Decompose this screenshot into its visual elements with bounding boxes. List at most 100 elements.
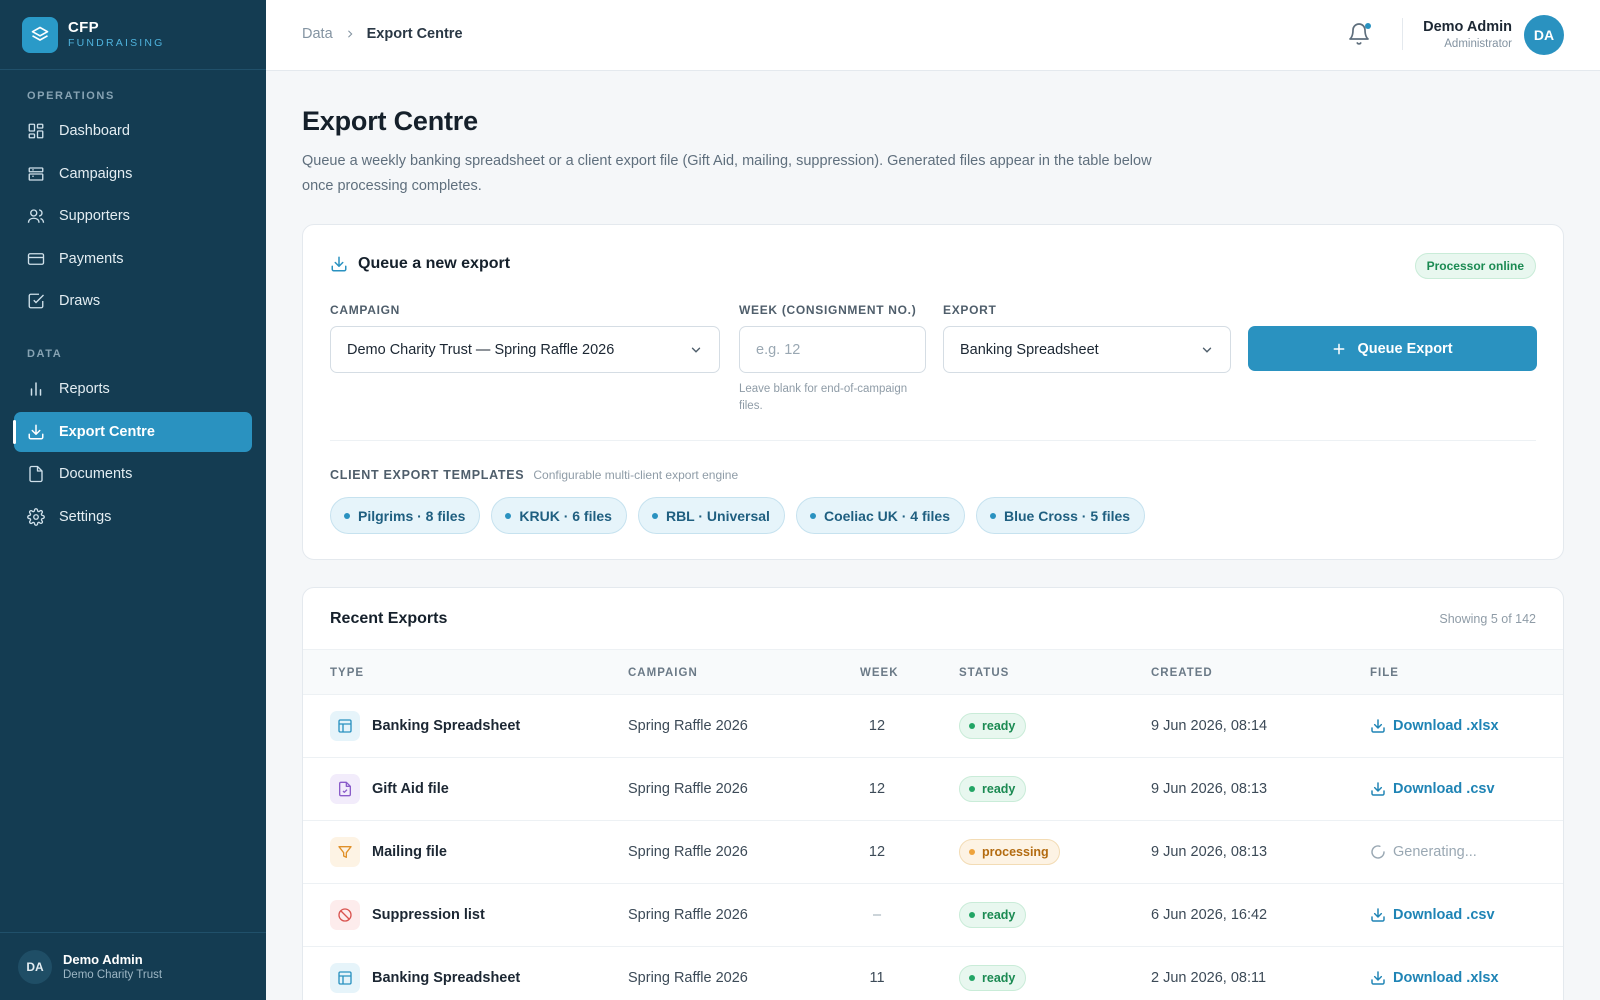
- sidebar-item-label: Campaigns: [59, 165, 133, 182]
- brand[interactable]: CFP FUNDRAISING: [0, 0, 266, 70]
- chip-dot: [344, 512, 350, 519]
- ban-icon: [330, 900, 360, 930]
- chip-dot: [809, 512, 816, 519]
- export-select-value: Banking Spreadsheet: [960, 341, 1099, 358]
- download-xlsx-link[interactable]: Download .xlsx: [1370, 695, 1499, 757]
- week-label: WEEK (CONSIGNMENT NO.): [739, 303, 917, 317]
- topbar: Data Export Centre Demo Admin Administra…: [266, 0, 1600, 71]
- week-field[interactable]: [739, 326, 926, 373]
- chip-label: Blue Cross · 5 files: [1004, 507, 1131, 524]
- campaign-label: CAMPAIGN: [330, 303, 401, 317]
- chip-label: Coeliac UK · 4 files: [823, 507, 950, 524]
- export-campaign: Spring Raffle 2026: [628, 781, 748, 797]
- export-campaign: Spring Raffle 2026: [628, 907, 748, 923]
- status-text: ready: [982, 719, 1016, 733]
- breadcrumb: Data Export Centre: [302, 26, 463, 42]
- status-badge: ready: [959, 713, 1027, 739]
- export-campaign: Spring Raffle 2026: [628, 718, 748, 734]
- nav-section-data: DATA: [27, 348, 63, 360]
- sidebar-item-dashboard[interactable]: Dashboard: [14, 111, 252, 151]
- recent-exports-count: Showing 5 of 142: [1439, 612, 1536, 626]
- export-created: 9 Jun 2026, 08:14: [1151, 718, 1268, 734]
- sidebar-item-settings[interactable]: Settings: [14, 497, 252, 537]
- chip-dot: [505, 512, 512, 519]
- export-campaign: Spring Raffle 2026: [628, 844, 748, 860]
- sidebar-item-label: Draws: [59, 293, 101, 309]
- download-icon: [1370, 970, 1386, 986]
- recent-exports-card: Recent Exports Showing 5 of 142 TYPE CAM…: [302, 587, 1564, 1000]
- template-chip-rbl[interactable]: RBL · Universal: [637, 497, 785, 534]
- download-label: Download .csv: [1393, 781, 1495, 797]
- status-dot: [969, 912, 975, 918]
- page-description: Queue a weekly banking spreadsheet or a …: [302, 153, 1152, 194]
- sidebar-item-payments[interactable]: Payments: [14, 239, 252, 279]
- download-icon: [1370, 907, 1386, 923]
- template-chip-kruk[interactable]: KRUK · 6 files: [491, 497, 627, 534]
- template-chip-coeliac-uk[interactable]: Coeliac UK · 4 files: [795, 497, 965, 534]
- export-week: 12: [868, 781, 886, 797]
- download-csv-link[interactable]: Download .csv: [1370, 758, 1495, 820]
- export-created: 2 Jun 2026, 08:11: [1151, 970, 1267, 986]
- table-row: Suppression list Spring Raffle 2026 – re…: [303, 884, 1563, 947]
- table-row: Gift Aid file Spring Raffle 2026 12 read…: [303, 758, 1563, 821]
- export-week: 12: [868, 844, 886, 860]
- avatar[interactable]: DA: [1524, 15, 1564, 55]
- template-chip-blue-cross[interactable]: Blue Cross · 5 files: [976, 497, 1146, 534]
- status-badge: processing: [959, 839, 1060, 865]
- download-label: Download .xlsx: [1393, 970, 1499, 986]
- status-dot: [969, 975, 975, 981]
- spinner-icon: [1370, 844, 1386, 860]
- chevron-down-icon: [689, 343, 703, 357]
- export-week: 12: [868, 718, 886, 734]
- gear-icon: [27, 507, 45, 526]
- table-header: TYPE CAMPAIGN WEEK STATUS CREATED FILE: [303, 649, 1563, 695]
- export-type: Suppression list: [372, 907, 485, 923]
- export-type: Gift Aid file: [372, 781, 449, 797]
- sidebar-item-campaigns[interactable]: Campaigns: [14, 154, 252, 194]
- status-text: processing: [982, 845, 1049, 859]
- export-created: 9 Jun 2026, 08:13: [1151, 844, 1268, 860]
- download-xlsx-link[interactable]: Download .xlsx: [1370, 947, 1499, 1000]
- breadcrumb-data[interactable]: Data: [302, 26, 333, 42]
- status-dot: [969, 786, 975, 792]
- brand-subtitle: FUNDRAISING: [68, 37, 165, 50]
- table-row: Mailing file Spring Raffle 2026 12 proce…: [303, 821, 1563, 884]
- queue-export-button[interactable]: Queue Export: [1248, 326, 1537, 371]
- recent-exports-title: Recent Exports: [330, 610, 448, 627]
- sidebar-user-name: Demo Admin: [63, 952, 143, 967]
- sidebar-item-supporters[interactable]: Supporters: [14, 196, 252, 236]
- sidebar-user-org: Demo Charity Trust: [63, 969, 163, 981]
- templates-label: CLIENT EXPORT TEMPLATES: [330, 468, 525, 482]
- campaign-select[interactable]: Demo Charity Trust — Spring Raffle 2026: [330, 326, 720, 373]
- sidebar-item-export-centre[interactable]: Export Centre: [13, 411, 252, 452]
- sidebar: CFP FUNDRAISING OPERATIONS Dashboard Cam…: [0, 0, 266, 1000]
- download-label: Download .csv: [1393, 907, 1495, 923]
- week-input[interactable]: [756, 341, 925, 358]
- generating-status: Generating...: [1370, 821, 1477, 883]
- gift-aid-file-icon: [330, 774, 360, 804]
- download-label: Download .xlsx: [1393, 718, 1499, 734]
- queue-card-title: Queue a new export: [358, 255, 511, 272]
- bell-icon[interactable]: [1347, 22, 1371, 46]
- sidebar-item-documents[interactable]: Documents: [14, 454, 252, 494]
- column-header-type: TYPE: [330, 667, 365, 679]
- table-row: Banking Spreadsheet Spring Raffle 2026 1…: [303, 947, 1563, 1000]
- avatar: DA: [18, 949, 52, 984]
- spreadsheet-icon: [330, 963, 360, 993]
- spreadsheet-icon: [330, 711, 360, 741]
- sidebar-user[interactable]: DA Demo Admin Demo Charity Trust: [0, 932, 266, 1000]
- topbar-user[interactable]: Demo Admin Administrator: [1423, 19, 1512, 50]
- generating-label: Generating...: [1393, 844, 1477, 860]
- download-csv-link[interactable]: Download .csv: [1370, 884, 1495, 946]
- status-text: ready: [982, 782, 1016, 796]
- nav-section-operations: OPERATIONS: [27, 90, 115, 102]
- sidebar-item-draws[interactable]: Draws: [14, 281, 252, 321]
- export-type-select[interactable]: Banking Spreadsheet: [943, 326, 1231, 373]
- status-text: ready: [982, 971, 1016, 985]
- template-chip-pilgrims[interactable]: Pilgrims · 8 files: [330, 497, 481, 534]
- sidebar-item-reports[interactable]: Reports: [14, 369, 252, 409]
- chip-label: Pilgrims · 8 files: [358, 507, 466, 524]
- campaign-select-value: Demo Charity Trust — Spring Raffle 2026: [347, 341, 615, 358]
- users-icon: [27, 207, 45, 225]
- status-badge: ready: [959, 965, 1027, 991]
